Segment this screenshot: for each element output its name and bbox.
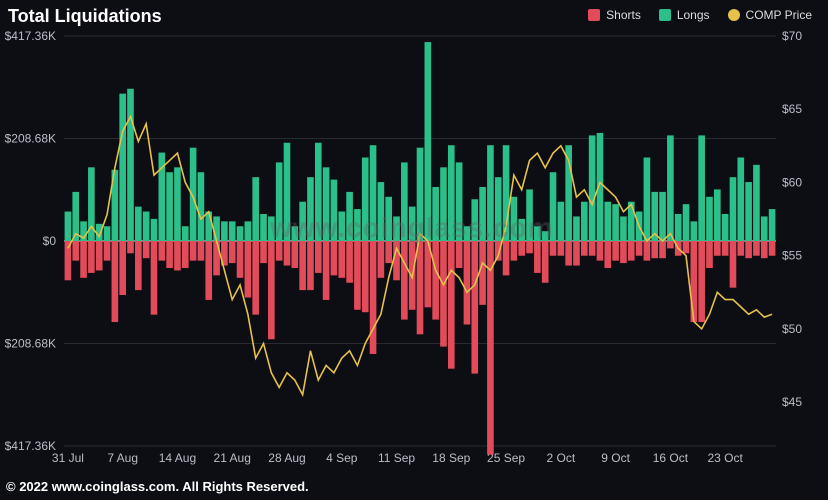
price-swatch bbox=[728, 9, 740, 21]
chart-title: Total Liquidations bbox=[8, 6, 162, 27]
svg-text:9 Oct: 9 Oct bbox=[601, 451, 630, 465]
svg-text:$60: $60 bbox=[782, 175, 802, 189]
legend-item-price: COMP Price bbox=[728, 8, 812, 22]
svg-text:4 Sep: 4 Sep bbox=[326, 451, 358, 465]
copyright: © 2022 www.coinglass.com. All Rights Res… bbox=[6, 479, 309, 494]
longs-swatch bbox=[659, 9, 671, 21]
svg-text:$65: $65 bbox=[782, 102, 802, 116]
liquidations-chart: $417.36K $208.68K $0 $208.68K $417.36K $70 $65… bbox=[0, 0, 828, 500]
svg-text:2 Oct: 2 Oct bbox=[546, 451, 575, 465]
legend-label: Shorts bbox=[606, 8, 641, 22]
svg-text:21 Aug: 21 Aug bbox=[214, 451, 251, 465]
svg-text:$45: $45 bbox=[782, 395, 802, 409]
svg-text:23 Oct: 23 Oct bbox=[707, 451, 743, 465]
svg-text:14 Aug: 14 Aug bbox=[159, 451, 196, 465]
svg-text:$50: $50 bbox=[782, 322, 802, 336]
svg-text:$0: $0 bbox=[43, 234, 57, 248]
svg-text:28 Aug: 28 Aug bbox=[268, 451, 305, 465]
svg-text:16 Oct: 16 Oct bbox=[653, 451, 689, 465]
legend-label: COMP Price bbox=[746, 8, 812, 22]
svg-text:7 Aug: 7 Aug bbox=[107, 451, 138, 465]
legend: Shorts Longs COMP Price bbox=[588, 8, 812, 22]
legend-item-shorts: Shorts bbox=[588, 8, 641, 22]
legend-label: Longs bbox=[677, 8, 710, 22]
svg-text:18 Sep: 18 Sep bbox=[432, 451, 470, 465]
svg-text:31 Jul: 31 Jul bbox=[52, 451, 84, 465]
shorts-swatch bbox=[588, 9, 600, 21]
svg-text:$70: $70 bbox=[782, 29, 802, 43]
svg-text:$208.68K: $208.68K bbox=[5, 337, 56, 351]
svg-text:11 Sep: 11 Sep bbox=[378, 451, 415, 465]
svg-text:$55: $55 bbox=[782, 249, 802, 263]
svg-text:$417.36K: $417.36K bbox=[5, 439, 56, 453]
svg-text:$208.68K: $208.68K bbox=[5, 132, 56, 146]
legend-item-longs: Longs bbox=[659, 8, 710, 22]
svg-text:$417.36K: $417.36K bbox=[5, 29, 56, 43]
